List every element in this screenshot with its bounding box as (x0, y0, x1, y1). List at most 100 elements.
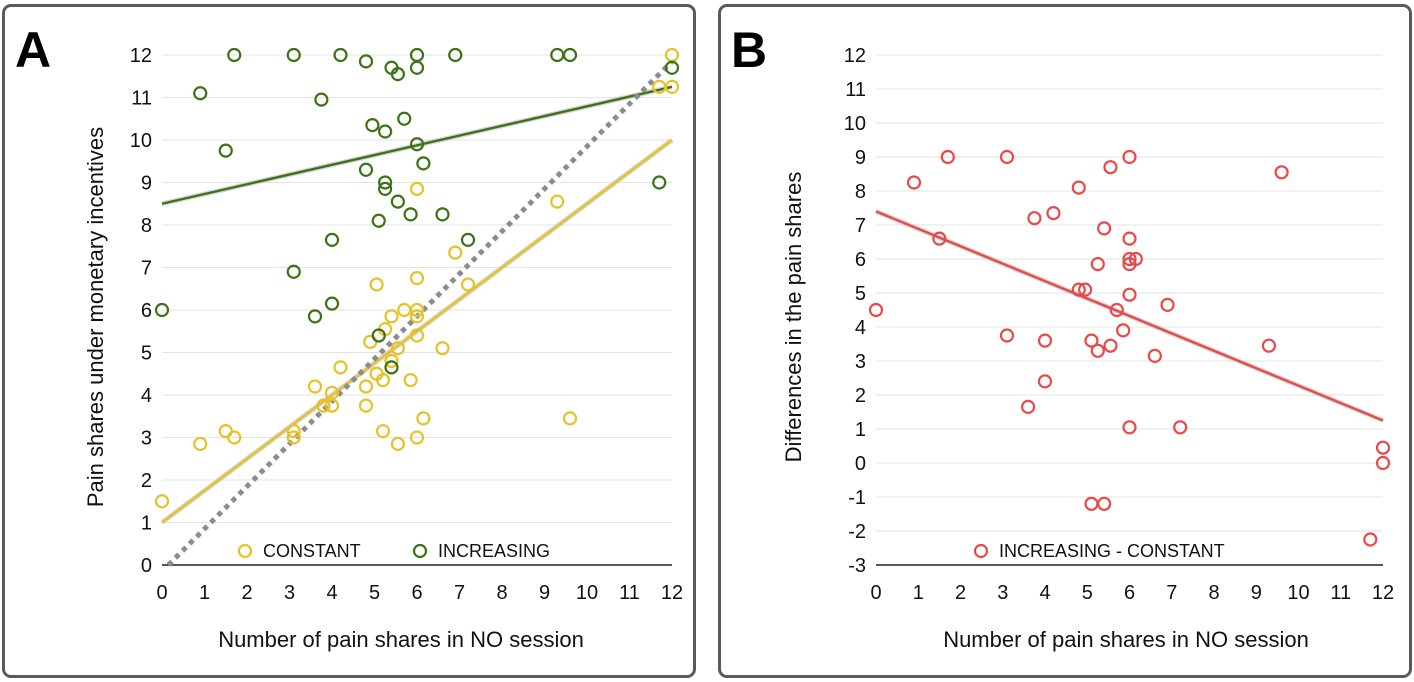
data-point (324, 296, 340, 311)
y-tick-label: -3 (848, 555, 866, 577)
fit-lines-b (875, 209, 1384, 423)
data-point (384, 360, 399, 375)
data-point (397, 111, 412, 126)
y-tick-label: 6 (855, 249, 866, 271)
x-tick-label: 1 (913, 582, 924, 604)
data-point (390, 341, 405, 356)
x-tick-label: 4 (326, 582, 337, 604)
data-point (906, 175, 922, 190)
data-point (1122, 420, 1137, 435)
y-tick-label: 12 (844, 45, 866, 67)
legend-b: INCREASING - CONSTANT (973, 541, 1225, 561)
data-point (358, 54, 374, 69)
data-point (1147, 348, 1162, 363)
data-point (1097, 496, 1112, 511)
x-tick-label: 8 (1208, 582, 1219, 604)
data-point (1090, 343, 1105, 358)
x-tick-label: 4 (1039, 582, 1050, 604)
data-point (1122, 149, 1137, 165)
y-tick-label: 8 (855, 181, 866, 203)
data-point (409, 328, 425, 343)
data-point (435, 341, 450, 356)
data-point (1037, 333, 1053, 348)
data-point (1071, 180, 1086, 195)
data-point (1103, 160, 1118, 175)
data-point (218, 424, 233, 439)
data-point (384, 309, 399, 324)
data-point (324, 385, 340, 400)
panel-label-b: B (731, 22, 767, 78)
data-point (1109, 302, 1124, 318)
data-point (416, 156, 431, 171)
panel-a: A 0 1 2 3 4 5 6 7 8 9 10 11 12 0 1 2 3 4 5 6 7 8 9 10 11 12 CONST… (2, 4, 696, 678)
data-point (664, 60, 680, 75)
legend-marker-constant (237, 543, 253, 559)
y-tick-label: 6 (141, 300, 152, 322)
data-point (448, 245, 463, 260)
data-point (1046, 206, 1061, 221)
y-tick-label: 5 (855, 283, 866, 305)
data-point (363, 334, 378, 349)
data-point (1084, 496, 1099, 511)
data-point (416, 411, 431, 426)
y-tick-label: 5 (141, 343, 152, 365)
y-tick-label: 9 (855, 147, 866, 169)
data-point (1122, 287, 1137, 302)
data-point (333, 47, 348, 63)
data-point (375, 373, 391, 388)
data-point (154, 494, 170, 509)
x-tick-label: 12 (1372, 582, 1394, 604)
fit-lines-a (160, 59, 674, 567)
x-axis-label-a: Number of pain shares in NO session (218, 627, 584, 652)
data-point (375, 424, 391, 439)
y-tick-label: 4 (141, 385, 152, 407)
data-point (384, 353, 399, 369)
data-point (1027, 211, 1042, 226)
data-point (358, 398, 374, 413)
x-tick-label: 11 (1330, 582, 1351, 604)
x-tick-label: 7 (1166, 582, 1177, 604)
data-point (1078, 282, 1093, 297)
x-tick-label: 3 (284, 582, 295, 604)
legend-label-constant: CONSTANT (263, 541, 361, 561)
x-tick-label: 7 (454, 582, 465, 604)
legend-marker-increasing (412, 543, 428, 559)
legend-label-increasing: INCREASING (438, 541, 550, 561)
y-tick-label: 7 (855, 215, 866, 237)
data-point (307, 309, 323, 324)
data-point (550, 194, 565, 209)
data-point (390, 194, 405, 209)
y-tick-label: 11 (845, 79, 866, 101)
panel-label-a: A (15, 22, 51, 78)
y-tick-label: 4 (855, 317, 866, 339)
y-tick-label: 2 (855, 385, 866, 407)
x-tick-label: 1 (199, 582, 210, 604)
data-point (1097, 221, 1112, 236)
data-point (409, 60, 425, 75)
data-point (652, 175, 667, 190)
data-point (1037, 374, 1053, 389)
data-point (999, 149, 1015, 165)
x-tick-label: 6 (1124, 582, 1135, 604)
data-point (999, 328, 1015, 343)
data-point (227, 47, 242, 63)
data-point (1160, 297, 1175, 312)
data-point (333, 360, 348, 375)
data-point (940, 149, 955, 165)
fit-line (166, 59, 674, 567)
data-point (1375, 455, 1391, 471)
data-point (1274, 165, 1289, 180)
data-point (435, 207, 450, 222)
data-point (371, 213, 386, 228)
x-axis-label-b: Number of pain shares in NO session (943, 627, 1309, 652)
data-point (1122, 251, 1137, 267)
y-tick-label: 11 (131, 88, 152, 110)
x-tick-label: 0 (156, 582, 167, 604)
data-point (1128, 251, 1143, 267)
y-tick-label: 1 (141, 513, 152, 535)
data-point (460, 277, 476, 292)
data-point (286, 264, 301, 279)
